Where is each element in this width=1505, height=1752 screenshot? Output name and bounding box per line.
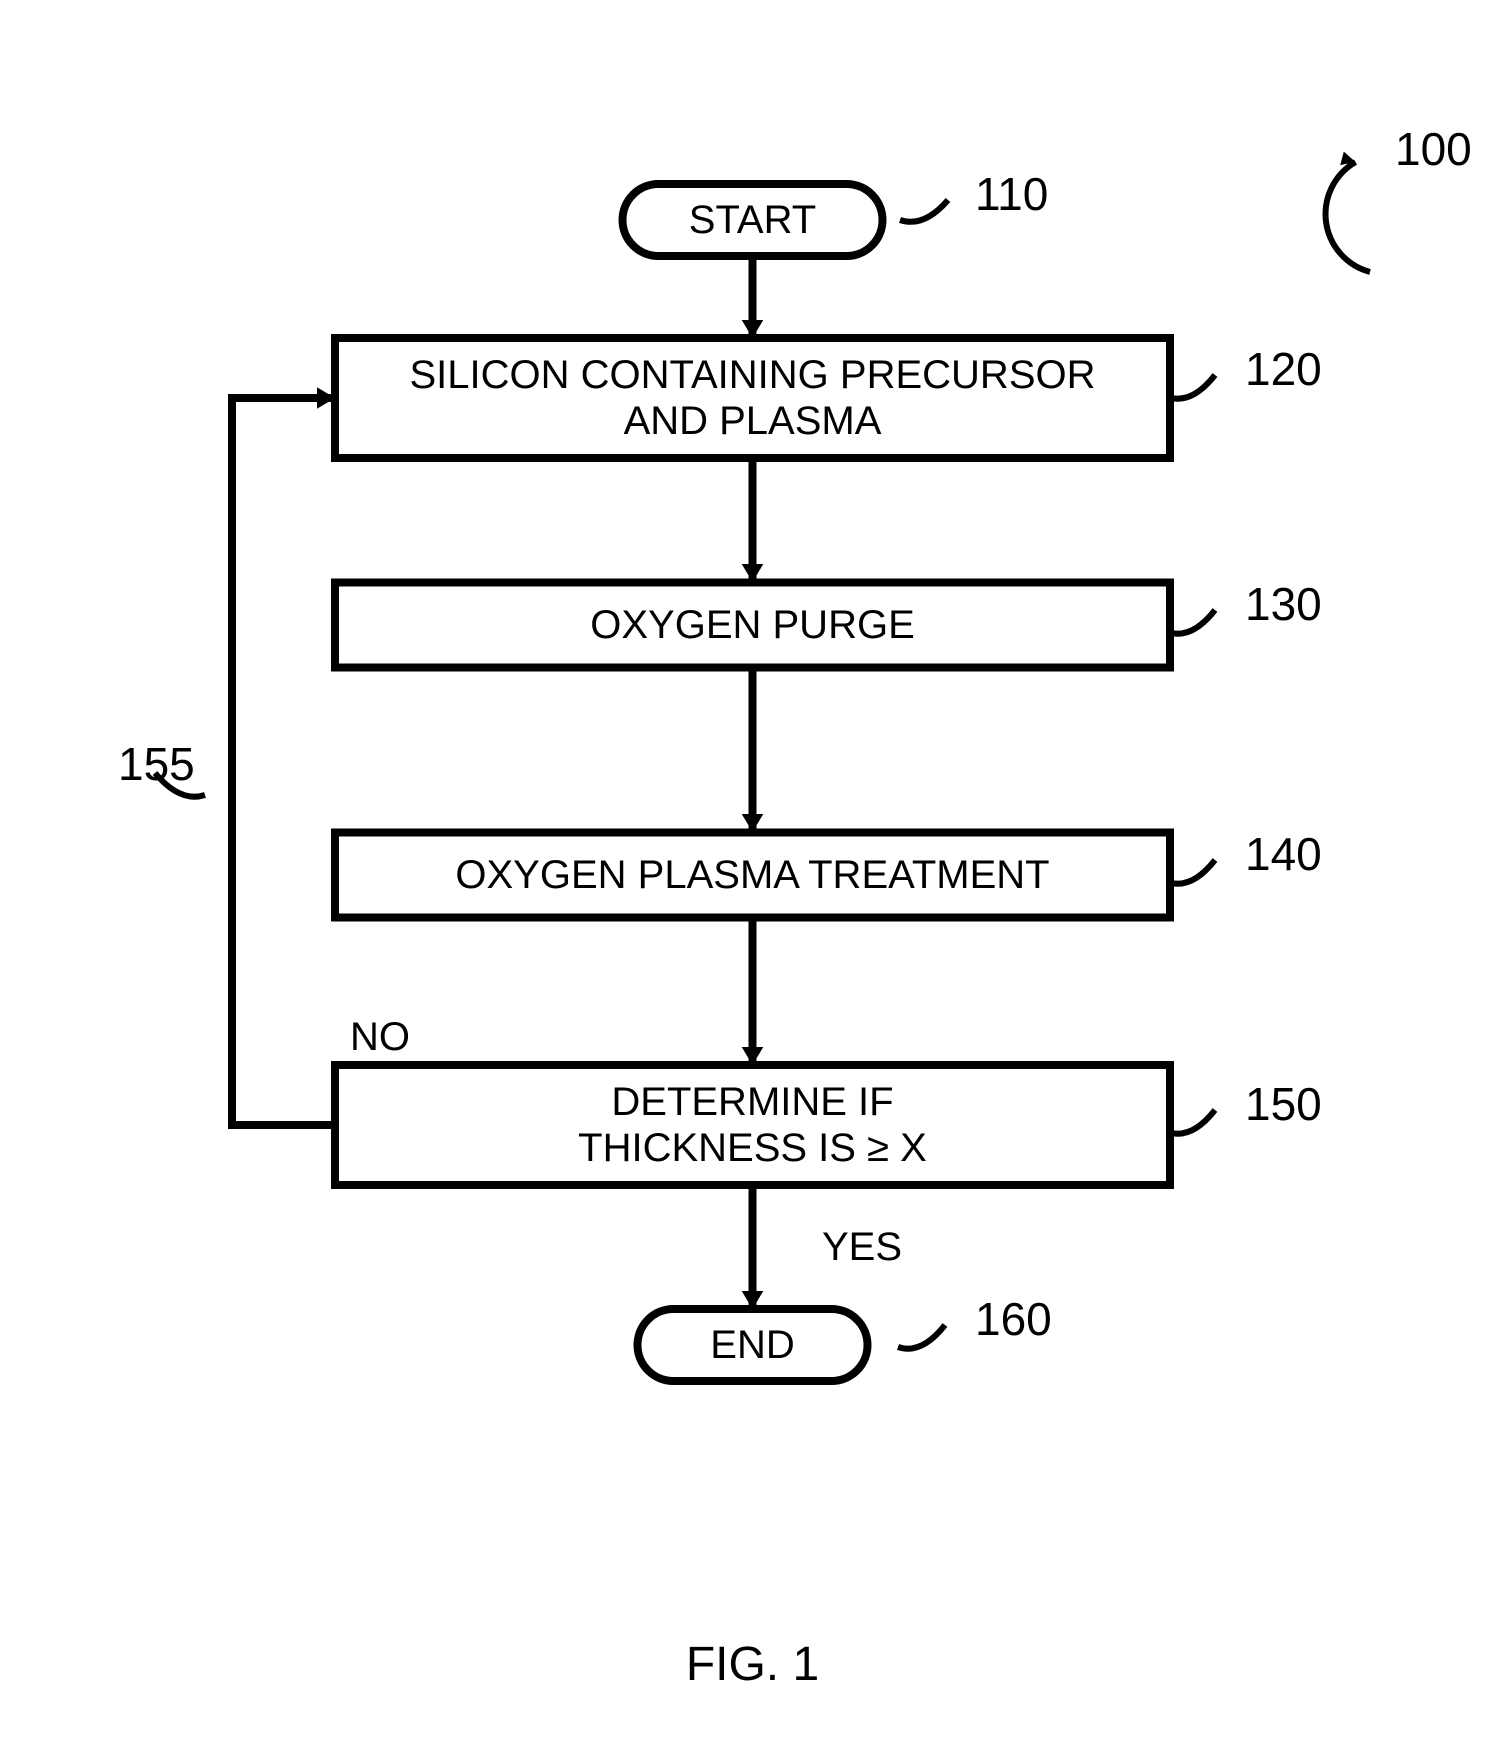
ref-150: 150 <box>1245 1078 1322 1130</box>
ref-100-arc <box>1326 162 1370 272</box>
ref-155: 155 <box>118 738 195 790</box>
flowchart-figure: YES NO START SILICON CONTAINING PRECURSORAN… <box>0 0 1505 1752</box>
end-label: END <box>710 1323 794 1367</box>
ref-100: 100 <box>1395 123 1472 175</box>
ref-160: 160 <box>975 1293 1052 1345</box>
figure-label: FIG. 1 <box>686 1638 819 1691</box>
step120-label-line-0: SILICON CONTAINING PRECURSOR <box>410 353 1096 397</box>
ref-130: 130 <box>1245 578 1322 630</box>
edge-loop-155 <box>232 398 335 1125</box>
ref-110: 110 <box>975 168 1048 220</box>
step150-label-line-0: DETERMINE IF <box>611 1080 893 1124</box>
ref-120: 120 <box>1245 343 1322 395</box>
start-label: START <box>689 198 816 242</box>
ref-140: 140 <box>1245 828 1322 880</box>
edge-label-150_to_end: YES <box>822 1225 902 1269</box>
step150-label-line-1: THICKNESS IS ≥ X <box>578 1126 927 1170</box>
step140-label-line-0: OXYGEN PLASMA TREATMENT <box>455 853 1049 897</box>
edge-label-no: NO <box>350 1015 410 1059</box>
step120-label-line-1: AND PLASMA <box>624 399 882 443</box>
step130-label-line-0: OXYGEN PURGE <box>590 603 915 647</box>
